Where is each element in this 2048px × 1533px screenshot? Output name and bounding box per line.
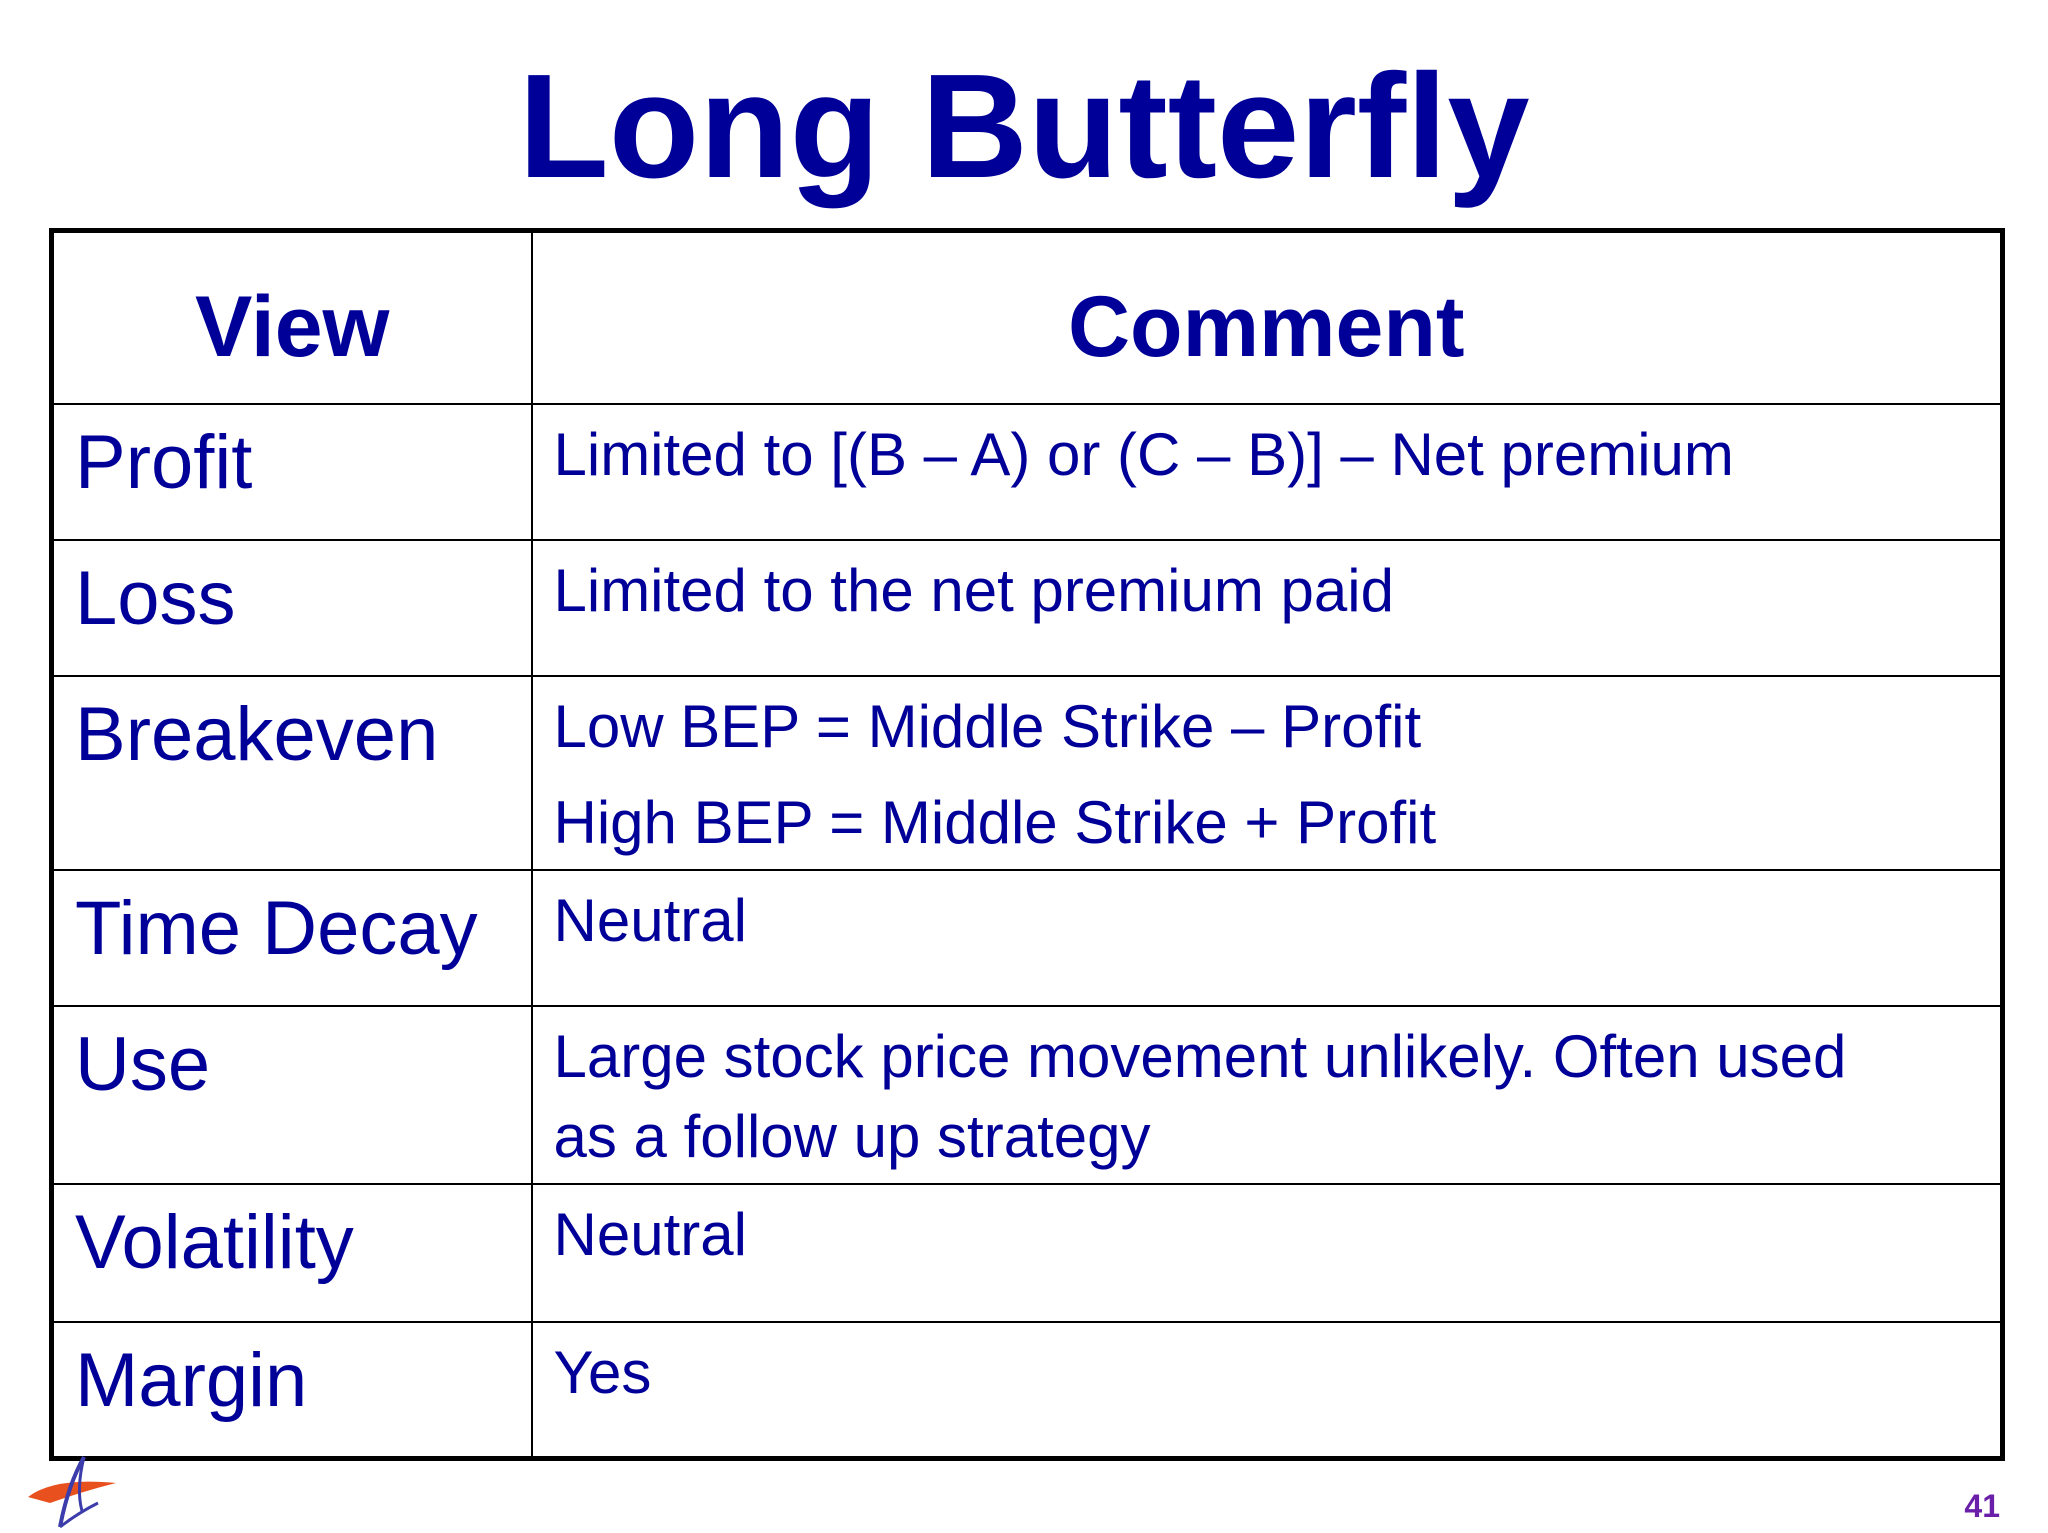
row-view-time-decay: Time Decay (50, 869, 533, 1007)
table-row: Breakeven Low BEP = Middle Strike – Prof… (50, 675, 2004, 871)
slide-title: Long Butterfly (518, 44, 1530, 209)
row-comment-profit: Limited to [(B – A) or (C – B)] – Net pr… (530, 403, 2004, 541)
row-comment-volatility: Neutral (530, 1183, 2004, 1323)
logo-icon (28, 1456, 116, 1529)
row-view-breakeven: Breakeven (50, 675, 533, 871)
comment-line: as a follow up strategy (553, 1103, 1151, 1170)
table-row: Use Large stock price movement unlikely.… (50, 1005, 2004, 1185)
row-view-profit: Profit (50, 403, 533, 541)
row-comment-loss: Limited to the net premium paid (530, 539, 2004, 677)
comment-line: Low BEP = Middle Strike – Profit (553, 693, 1422, 760)
row-comment-breakeven: Low BEP = Middle Strike – Profit High BE… (530, 675, 2004, 871)
comment-line: Large stock price movement unlikely. Oft… (553, 1023, 1847, 1090)
comment-line: Yes (553, 1339, 652, 1406)
comment-line: Neutral (553, 1201, 747, 1268)
table-header-row: View Comment (50, 229, 2004, 405)
table-row: Margin Yes (50, 1321, 2004, 1459)
table-row: Volatility Neutral (50, 1183, 2004, 1323)
row-view-loss: Loss (50, 539, 533, 677)
comment-line: High BEP = Middle Strike + Profit (553, 789, 1437, 856)
strategy-table: View Comment Profit Limited to [(B – A) … (49, 228, 2005, 1461)
header-comment: Comment (530, 229, 2004, 405)
table-row: Profit Limited to [(B – A) or (C – B)] –… (50, 403, 2004, 541)
row-view-margin: Margin (50, 1321, 533, 1459)
table-row: Loss Limited to the net premium paid (50, 539, 2004, 677)
row-view-volatility: Volatility (50, 1183, 533, 1323)
comment-line: Limited to the net premium paid (553, 557, 1394, 624)
row-comment-time-decay: Neutral (530, 869, 2004, 1007)
header-view: View (50, 229, 533, 405)
row-comment-use: Large stock price movement unlikely. Oft… (530, 1005, 2004, 1185)
table-row: Time Decay Neutral (50, 869, 2004, 1007)
page-number: 41 (1964, 1488, 2000, 1524)
comment-line: Limited to [(B – A) or (C – B)] – Net pr… (553, 421, 1734, 488)
row-view-use: Use (50, 1005, 533, 1185)
row-comment-margin: Yes (530, 1321, 2004, 1459)
comment-line: Neutral (553, 887, 747, 954)
